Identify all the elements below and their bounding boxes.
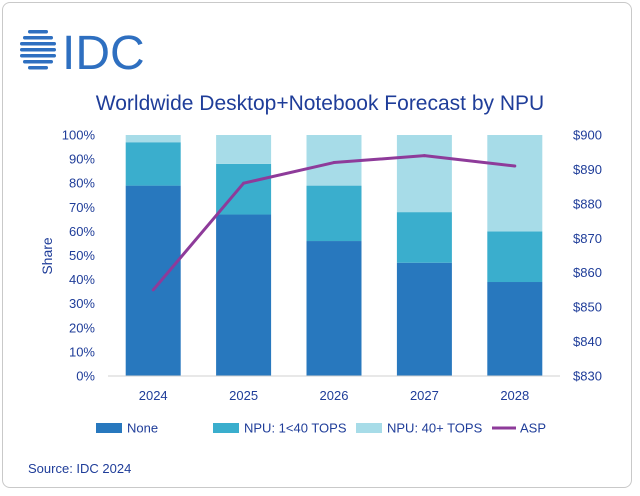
y-tick-label: 0% — [76, 369, 95, 384]
legend-swatch-npu_high — [356, 423, 382, 433]
bar-none-2025 — [216, 214, 272, 376]
y2-tick-label: $900 — [573, 128, 602, 143]
y-axis-label: Share — [39, 237, 55, 275]
x-axis-ticks: 2024 2025 2026 2027 2028 — [139, 388, 530, 403]
bars — [125, 135, 543, 376]
y-tick-label: 10% — [69, 344, 95, 359]
y2-tick-label: $850 — [573, 300, 602, 315]
y2-tick-label: $860 — [573, 265, 602, 280]
bar-none-2026 — [306, 241, 362, 376]
left-axis-ticks: 0% 10% 20% 30% 40% 50% 60% 70% 80% 90% 100% — [62, 128, 96, 384]
y-tick-label: 80% — [69, 176, 95, 191]
x-tick-label: 2028 — [500, 388, 529, 403]
y-tick-label: 60% — [69, 224, 95, 239]
y2-tick-label: $890 — [573, 162, 602, 177]
source-note: Source: IDC 2024 — [28, 461, 132, 476]
legend: None NPU: 1<40 TOPS NPU: 40+ TOPS ASP — [96, 421, 546, 436]
asp-point-2026 — [332, 161, 336, 165]
y-tick-label: 30% — [69, 296, 95, 311]
bar-npu_low-2028 — [487, 231, 543, 283]
y-tick-label: 50% — [69, 248, 95, 263]
bar-npu_low-2024 — [125, 142, 181, 186]
bar-npu_low-2026 — [306, 185, 362, 242]
legend-label-npu_low: NPU: 1<40 TOPS — [244, 421, 347, 436]
bar-npu_high-2024 — [125, 135, 181, 143]
legend-swatch-none — [96, 423, 122, 433]
asp-point-2025 — [242, 181, 246, 185]
legend-swatch-npu_low — [213, 423, 239, 433]
y2-tick-label: $870 — [573, 231, 602, 246]
bar-none-2028 — [487, 282, 543, 376]
legend-label-npu_high: NPU: 40+ TOPS — [387, 421, 483, 436]
x-tick-label: 2026 — [320, 388, 349, 403]
idc-logo: IDC — [20, 28, 145, 76]
asp-point-2027 — [422, 154, 426, 158]
y-tick-label: 90% — [69, 152, 95, 167]
chart-title: Worldwide Desktop+Notebook Forecast by N… — [95, 92, 545, 115]
x-tick-label: 2027 — [410, 388, 439, 403]
bar-none-2024 — [125, 185, 181, 376]
x-tick-label: 2024 — [139, 388, 168, 403]
y2-tick-label: $840 — [573, 334, 602, 349]
bar-npu_low-2027 — [396, 212, 452, 263]
bar-npu_high-2027 — [396, 135, 452, 213]
x-tick-label: 2025 — [229, 388, 258, 403]
y-tick-label: 40% — [69, 272, 95, 287]
y2-tick-label: $830 — [573, 369, 602, 384]
legend-label-none: None — [127, 421, 158, 436]
globe-icon — [20, 30, 56, 70]
legend-label-asp: ASP — [520, 421, 546, 436]
right-axis-ticks: $830 $840 $850 $860 $870 $880 $890 $900 — [573, 128, 602, 384]
asp-point-2024 — [151, 288, 155, 292]
bar-npu_high-2028 — [487, 135, 543, 232]
y2-tick-label: $880 — [573, 196, 602, 211]
asp-point-2028 — [513, 164, 517, 168]
y-tick-label: 70% — [69, 200, 95, 215]
y-tick-label: 20% — [69, 320, 95, 335]
asp-line — [151, 154, 517, 292]
logo-text: IDC — [62, 28, 145, 76]
bar-npu_high-2025 — [216, 135, 272, 164]
bar-none-2027 — [396, 262, 452, 376]
y-tick-label: 100% — [62, 128, 96, 143]
